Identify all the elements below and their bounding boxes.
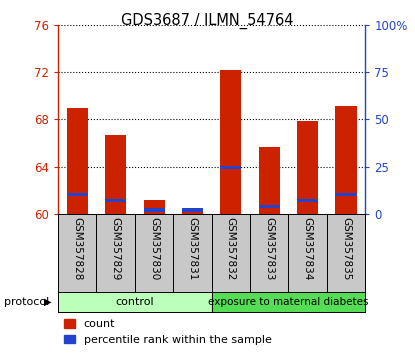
Text: GSM357831: GSM357831 <box>188 217 198 280</box>
Bar <box>259 205 280 208</box>
Legend: count, percentile rank within the sample: count, percentile rank within the sample <box>63 319 271 345</box>
Text: GSM357832: GSM357832 <box>226 217 236 280</box>
Bar <box>105 199 126 202</box>
Text: GSM357828: GSM357828 <box>72 217 82 280</box>
Bar <box>335 193 356 196</box>
Text: GSM357834: GSM357834 <box>303 217 312 280</box>
Bar <box>182 212 203 214</box>
Bar <box>144 208 165 212</box>
Bar <box>259 147 280 214</box>
Bar <box>220 166 242 169</box>
Bar <box>335 107 356 214</box>
Text: GDS3687 / ILMN_54764: GDS3687 / ILMN_54764 <box>121 12 294 29</box>
Bar <box>220 70 242 214</box>
Bar <box>182 208 203 212</box>
Text: exposure to maternal diabetes: exposure to maternal diabetes <box>208 297 369 307</box>
Bar <box>58 292 212 312</box>
Bar <box>297 121 318 214</box>
Text: GSM357833: GSM357833 <box>264 217 274 280</box>
Bar <box>212 292 365 312</box>
Bar <box>144 200 165 214</box>
Text: ▶: ▶ <box>44 297 51 307</box>
Text: GSM357835: GSM357835 <box>341 217 351 280</box>
Bar <box>67 108 88 214</box>
Text: protocol: protocol <box>4 297 49 307</box>
Bar <box>297 199 318 202</box>
Text: GSM357830: GSM357830 <box>149 217 159 280</box>
Bar <box>67 193 88 196</box>
Text: control: control <box>115 297 154 307</box>
Text: GSM357829: GSM357829 <box>111 217 121 280</box>
Bar <box>105 135 126 214</box>
